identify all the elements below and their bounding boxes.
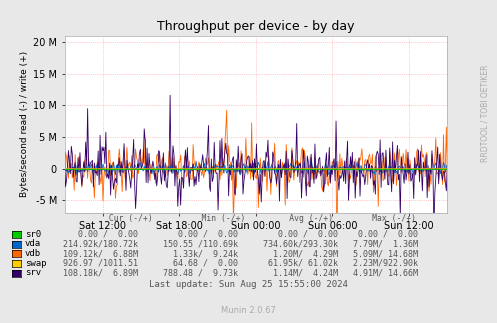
Text: swap: swap [25,259,46,268]
Text: sr0: sr0 [25,230,41,239]
Text: 0.00 /  0.00        0.00 /  0.00        0.00 /  0.00    0.00 /  0.00: 0.00 / 0.00 0.00 / 0.00 0.00 / 0.00 0.00… [48,230,418,239]
Text: srv: srv [25,268,41,277]
Text: Munin 2.0.67: Munin 2.0.67 [221,306,276,315]
Text: vdb: vdb [25,249,41,258]
Text: RRDTOOL / TOBI OETIKER: RRDTOOL / TOBI OETIKER [481,64,490,162]
Text: Cur (-/+)          Min (-/+)         Avg (-/+)        Max (-/+): Cur (-/+) Min (-/+) Avg (-/+) Max (-/+) [65,214,415,223]
Text: 926.97 /1011.51       64.68 /  0.00      61.95k/ 61.02k   2.23M/922.90k: 926.97 /1011.51 64.68 / 0.00 61.95k/ 61.… [48,259,418,268]
Y-axis label: Bytes/second read (-) / write (+): Bytes/second read (-) / write (+) [20,51,29,197]
Text: 108.18k/  6.89M     788.48 /  9.73k       1.14M/  4.24M   4.91M/ 14.66M: 108.18k/ 6.89M 788.48 / 9.73k 1.14M/ 4.2… [48,268,418,277]
Title: Throughput per device - by day: Throughput per device - by day [157,20,355,33]
Text: 214.92k/180.72k     150.55 /110.69k     734.60k/293.30k   7.79M/  1.36M: 214.92k/180.72k 150.55 /110.69k 734.60k/… [48,239,418,248]
Text: vda: vda [25,239,41,248]
Text: 109.12k/  6.88M       1.33k/  9.24k       1.20M/  4.29M   5.09M/ 14.68M: 109.12k/ 6.88M 1.33k/ 9.24k 1.20M/ 4.29M… [48,249,418,258]
Text: Last update: Sun Aug 25 15:55:00 2024: Last update: Sun Aug 25 15:55:00 2024 [149,280,348,289]
